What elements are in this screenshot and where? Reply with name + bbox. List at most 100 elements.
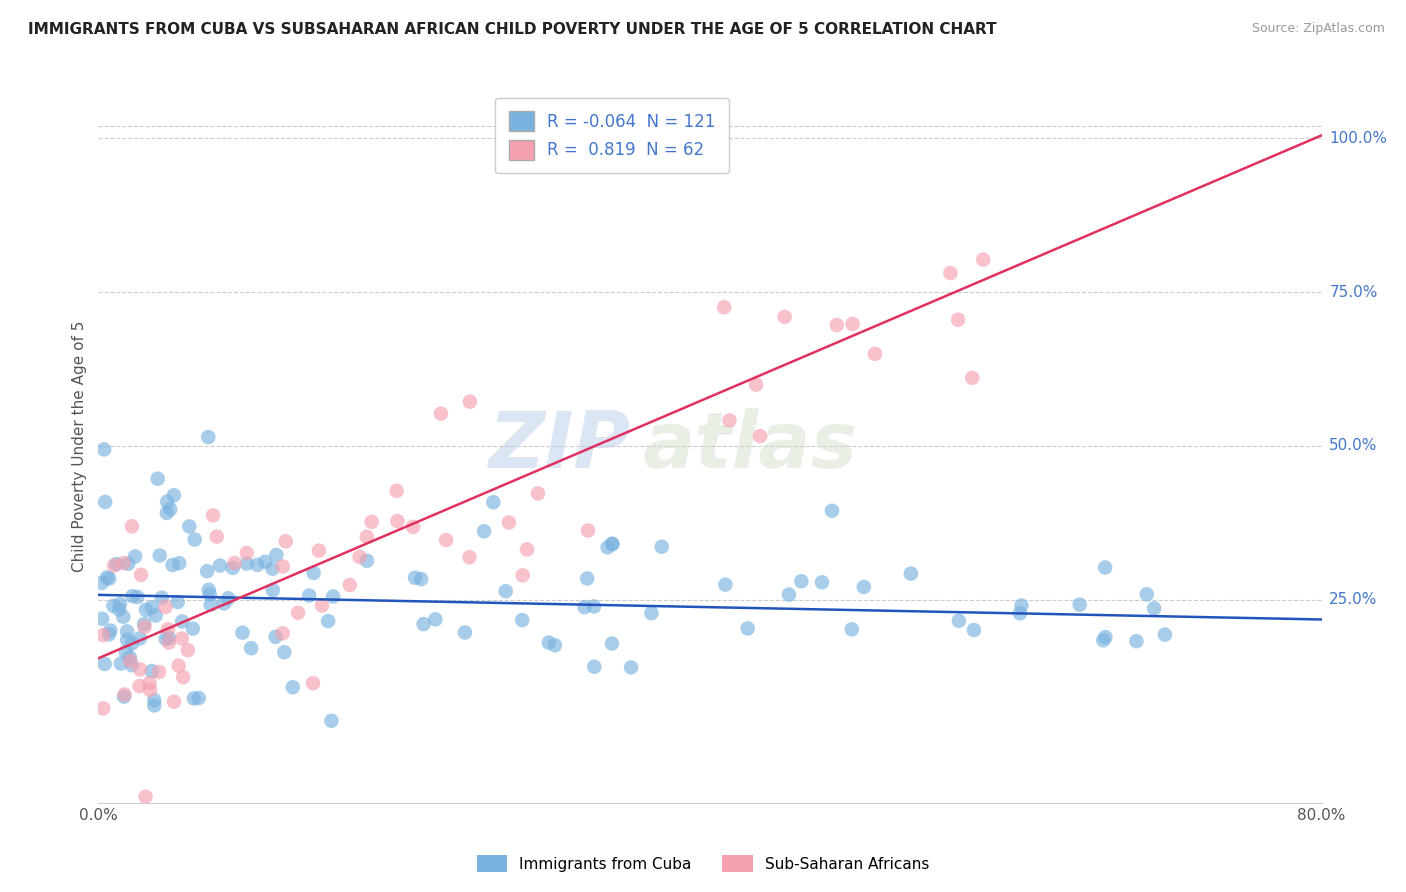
Point [103,599,125,613]
Legend: Immigrants from Cuba, Sub-Saharan Africans: Immigrants from Cuba, Sub-Saharan Africa… [470,847,936,880]
Point [620,660,643,674]
Point [143,698,166,713]
Point [778,588,800,602]
Point [129,567,152,582]
Point [112,556,135,570]
Point [128,679,150,693]
Point [94,495,117,509]
Point [482,495,505,509]
Point [262,583,284,598]
Point [121,519,143,533]
Point [1154,627,1177,641]
Point [172,670,194,684]
Point [583,659,606,673]
Text: atlas: atlas [643,408,858,484]
Point [167,556,190,570]
Point [298,589,321,603]
Point [576,572,599,586]
Point [157,631,180,645]
Point [117,557,139,571]
Point [197,582,219,597]
Point [135,603,157,617]
Point [141,664,163,678]
Point [411,572,433,586]
Point [510,613,533,627]
Point [430,407,453,421]
Point [143,693,166,707]
Point [146,472,169,486]
Point [134,617,156,632]
Point [821,504,844,518]
Point [98,627,121,641]
Point [651,540,673,554]
Point [231,625,253,640]
Text: 75.0%: 75.0% [1329,285,1378,300]
Text: 25.0%: 25.0% [1329,592,1378,607]
Point [187,691,209,706]
Point [527,486,550,500]
Point [434,533,457,547]
Point [129,632,152,646]
Point [105,557,128,571]
Legend: R = -0.064  N = 121, R =  0.819  N = 62: R = -0.064 N = 121, R = 0.819 N = 62 [495,97,728,173]
Point [311,599,333,613]
Point [235,546,257,560]
Point [302,566,325,580]
Point [96,570,118,584]
Point [222,561,245,575]
Point [841,317,863,331]
Point [948,614,970,628]
Point [217,591,239,606]
Point [183,691,205,706]
Point [271,626,294,640]
Point [495,584,517,599]
Point [963,623,986,637]
Point [718,413,741,427]
Point [224,556,246,570]
Text: IMMIGRANTS FROM CUBA VS SUBSAHARAN AFRICAN CHILD POVERTY UNDER THE AGE OF 5 CORR: IMMIGRANTS FROM CUBA VS SUBSAHARAN AFRIC… [28,22,997,37]
Point [582,599,605,614]
Point [349,549,371,564]
Point [308,543,330,558]
Point [246,558,269,572]
Point [946,312,969,326]
Point [98,572,121,586]
Point [404,571,426,585]
Point [773,310,796,324]
Text: Source: ZipAtlas.com: Source: ZipAtlas.com [1251,22,1385,36]
Point [385,483,408,498]
Point [544,638,567,652]
Point [98,624,121,638]
Point [274,534,297,549]
Point [163,488,186,502]
Point [195,564,218,578]
Point [148,665,170,679]
Point [118,650,141,665]
Point [287,606,309,620]
Point [179,519,201,533]
Point [713,301,735,315]
Point [108,597,131,611]
Point [139,682,162,697]
Point [356,530,378,544]
Point [167,658,190,673]
Point [1094,630,1116,644]
Point [863,347,886,361]
Point [135,789,157,804]
Point [321,714,343,728]
Point [1143,601,1166,615]
Point [412,617,434,632]
Point [537,635,560,649]
Point [200,598,222,612]
Point [170,632,193,646]
Point [91,612,114,626]
Point [1092,633,1115,648]
Point [962,371,984,385]
Point [166,595,188,609]
Point [322,590,344,604]
Point [208,558,231,573]
Point [172,615,194,629]
Point [596,541,619,555]
Point [197,430,219,444]
Point [387,514,409,528]
